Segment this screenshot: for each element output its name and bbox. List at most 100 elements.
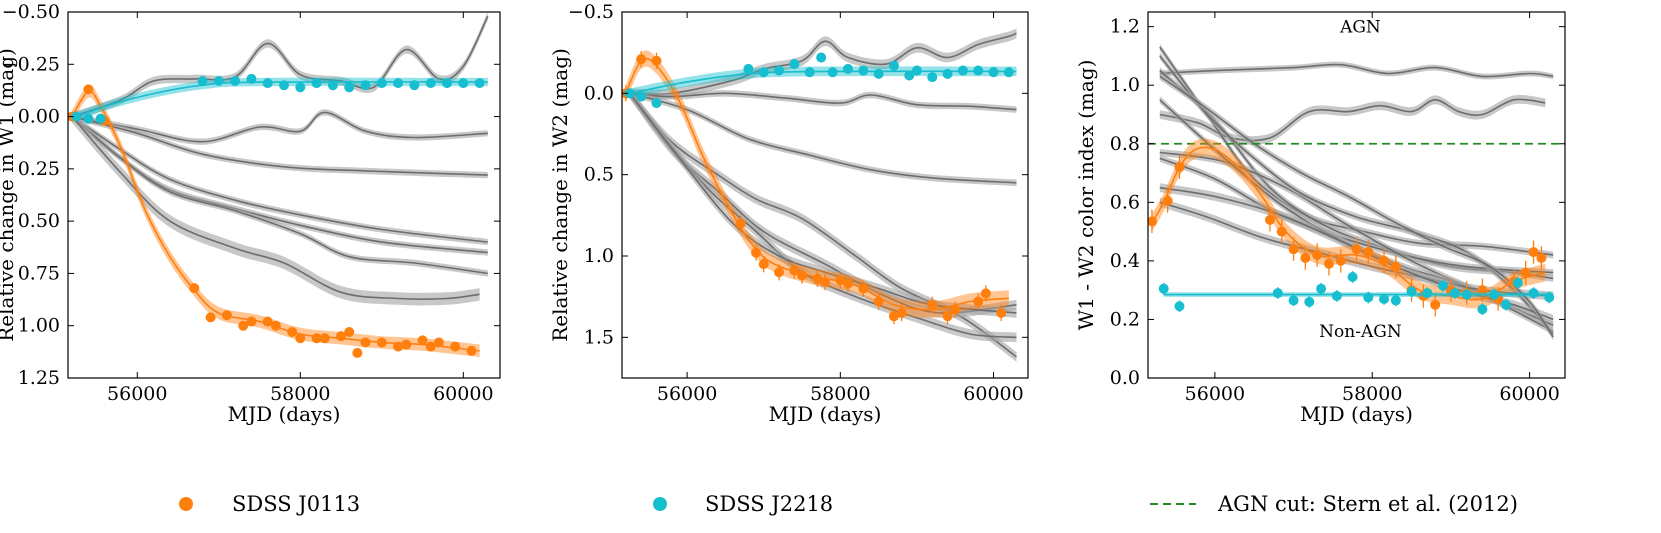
color-comparison-curve-7 bbox=[1159, 55, 1554, 335]
color-sdss-j0113-point-5 bbox=[1288, 244, 1299, 255]
w2-xtick-label-2: 60000 bbox=[963, 383, 1023, 405]
w2-sdss-j0113-point-14 bbox=[873, 296, 884, 307]
color-ytick-label-2: 0.4 bbox=[1110, 250, 1140, 272]
w2-sdss-j0113-point-22 bbox=[996, 307, 1007, 318]
w1-sdss-j2218-point-7 bbox=[262, 78, 273, 89]
w1-ytick-label-2: 0.00 bbox=[18, 106, 60, 128]
w2-sdss-j0113-point-20 bbox=[973, 296, 984, 307]
w2-ytick-label-2: 0.5 bbox=[584, 164, 614, 186]
w2-sdss-j0113-point-15 bbox=[888, 311, 899, 322]
color-xtick-label-1: 58000 bbox=[1342, 383, 1402, 405]
w2-ytick-label-0: −0.5 bbox=[568, 1, 614, 23]
w1-sdss-j0113-point-10 bbox=[287, 326, 298, 337]
w2-sdss-j0113-point-11 bbox=[835, 275, 846, 286]
w1-comparison-band-1 bbox=[72, 109, 488, 145]
w2-sdss-j2218-point-6 bbox=[789, 59, 800, 70]
w1-sdss-j2218-point-4 bbox=[213, 76, 224, 87]
color-ytick-label-3: 0.6 bbox=[1110, 191, 1140, 213]
w2-sdss-j2218-point-10 bbox=[842, 63, 853, 74]
w1-sdss-j2218-point-14 bbox=[376, 78, 387, 89]
color-sdss-j0113-point-4 bbox=[1276, 226, 1287, 237]
w2-sdss-j2218-point-20 bbox=[988, 67, 999, 78]
legend-marker-j0113 bbox=[179, 497, 193, 511]
w1-sdss-j2218-point-8 bbox=[279, 80, 289, 91]
color-ylabel: W1 - W2 color index (mag) bbox=[1074, 60, 1098, 331]
w2-ytick-label-3: 1.0 bbox=[584, 245, 614, 267]
color-sdss-j0113-point-0 bbox=[1148, 216, 1157, 227]
w1-xtick-label-2: 60000 bbox=[433, 383, 493, 405]
w1-sdss-j2218-point-1 bbox=[83, 113, 94, 124]
w1-sdss-j2218-point-2 bbox=[95, 113, 106, 124]
w2-sdss-j2218-point-4 bbox=[758, 67, 769, 78]
w1-ytick-label-0: −0.50 bbox=[2, 1, 60, 23]
w2-sdss-j0113-point-16 bbox=[896, 307, 907, 318]
w2-sdss-j2218-point-15 bbox=[911, 65, 922, 76]
w1-sdss-j2218-point-18 bbox=[442, 78, 453, 89]
color-sdss-j2218-point-12 bbox=[1422, 288, 1433, 299]
w1-sdss-j0113-point-1 bbox=[83, 84, 94, 95]
color-sdss-j0113-point-10 bbox=[1351, 244, 1362, 255]
w1-sdss-j2218-point-17 bbox=[425, 78, 436, 89]
color-ytick-label-6: 1.2 bbox=[1110, 16, 1140, 38]
w1-sdss-j0113-point-25 bbox=[466, 345, 477, 356]
color-sdss-j0113-point-7 bbox=[1312, 250, 1323, 261]
w1-sdss-j0113-point-23 bbox=[433, 337, 444, 348]
w2-sdss-j0113-point-4 bbox=[751, 247, 762, 258]
color-sdss-j2218-point-10 bbox=[1390, 295, 1401, 306]
w1-sdss-j0113-point-14 bbox=[336, 331, 347, 342]
color-sdss-j0113-point-6 bbox=[1300, 252, 1311, 263]
color-sdss-j2218-point-11 bbox=[1406, 286, 1417, 297]
w1-sdss-j0113-point-8 bbox=[262, 316, 273, 327]
color-sdss-j2218-point-13 bbox=[1438, 280, 1449, 291]
color-sdss-j0113-point-23 bbox=[1528, 247, 1539, 258]
w1-sdss-j2218-point-15 bbox=[393, 78, 404, 89]
color-sdss-j2218-point-8 bbox=[1363, 292, 1374, 303]
w2-sdss-j0113-point-9 bbox=[812, 273, 823, 284]
color-comparison-band-10 bbox=[1159, 72, 1554, 341]
color-sdss-j0113-point-13 bbox=[1390, 261, 1401, 272]
color-xtick-label-0: 56000 bbox=[1185, 383, 1245, 405]
color-ytick-label-4: 0.8 bbox=[1110, 133, 1140, 155]
w1-sdss-j0113-point-9 bbox=[270, 320, 281, 331]
w1-sdss-j2218-point-16 bbox=[409, 80, 420, 91]
color-sdss-j2218-point-21 bbox=[1544, 292, 1555, 303]
w1-sdss-j0113-point-17 bbox=[360, 337, 371, 348]
color-ytick-label-1: 0.2 bbox=[1110, 308, 1140, 330]
w2-sdss-j2218-point-5 bbox=[774, 65, 785, 76]
w2-plot-area bbox=[622, 28, 1017, 362]
w1-ytick-label-3: 0.25 bbox=[18, 158, 60, 180]
w2-sdss-j2218-point-12 bbox=[873, 68, 884, 79]
color-axes-frame bbox=[1147, 11, 1566, 379]
color-sdss-j2218-point-3 bbox=[1288, 295, 1299, 306]
color-sdss-j0113-point-22 bbox=[1520, 267, 1531, 278]
color-xtick-label-2: 60000 bbox=[1499, 383, 1559, 405]
w2-sdss-j0113-point-21 bbox=[980, 288, 991, 299]
w1-sdss-j2218-point-3 bbox=[197, 76, 208, 87]
w1-sdss-j2218-point-13 bbox=[360, 80, 371, 91]
color-annotation-1: Non-AGN bbox=[1319, 322, 1402, 342]
w2-sdss-j0113-point-6 bbox=[774, 267, 785, 278]
w2-sdss-j0113-point-13 bbox=[858, 283, 869, 294]
w2-sdss-j2218-point-21 bbox=[1003, 67, 1014, 78]
color-sdss-j0113-point-24 bbox=[1536, 252, 1547, 263]
w1-comparison-curve-0 bbox=[71, 15, 489, 118]
color-sdss-j2218-point-17 bbox=[1489, 289, 1500, 300]
w2-sdss-j2218-point-14 bbox=[904, 70, 915, 81]
color-sdss-j2218-point-0 bbox=[1158, 283, 1169, 294]
w1-sdss-j2218-point-19 bbox=[458, 78, 469, 89]
panel-color-index: AGN Non-AGN 56000 58000 60000 0.0 0.2 0.4 0.6 0.8… bbox=[1074, 11, 1566, 426]
color-sdss-j2218-point-19 bbox=[1512, 277, 1523, 288]
w2-ytick-label-4: 1.5 bbox=[584, 326, 614, 348]
w2-sdss-j0113-point-12 bbox=[842, 278, 853, 289]
w2-sdss-j2218-point-17 bbox=[942, 68, 953, 79]
w2-comparison-curve-2 bbox=[629, 92, 1017, 184]
color-sdss-j2218-point-9 bbox=[1379, 293, 1390, 304]
color-sdss-j2218-point-14 bbox=[1449, 288, 1460, 299]
w2-sdss-j0113-point-8 bbox=[797, 270, 808, 281]
color-xlabel: MJD (days) bbox=[1300, 402, 1413, 426]
w1-axes-frame bbox=[67, 11, 501, 379]
w1-ytick-label-1: −0.25 bbox=[2, 53, 60, 75]
color-sdss-j2218-point-15 bbox=[1461, 289, 1472, 300]
w1-sdss-j0113-point-13 bbox=[319, 333, 330, 344]
w1-sdss-j0113-point-15 bbox=[344, 326, 355, 337]
